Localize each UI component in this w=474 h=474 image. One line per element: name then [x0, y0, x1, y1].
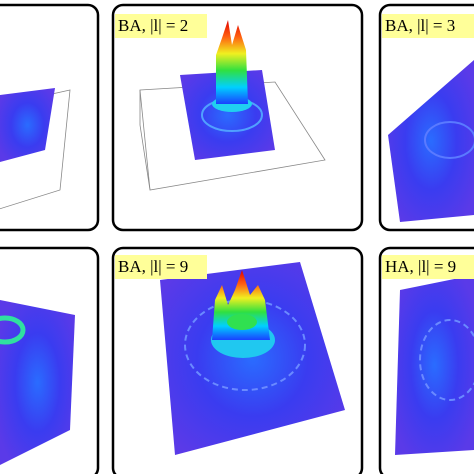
panel-label: HA, |l| = 9: [385, 257, 456, 276]
panel-label: BA, |l| = 2: [118, 16, 188, 35]
panel-label: BA, |l| = 3: [385, 16, 455, 35]
panel: BA, |l| = 3: [378, 3, 474, 232]
panel: BA, |l| = 2: [111, 3, 364, 232]
panel-label: BA, |l| = 9: [118, 257, 188, 276]
panel: [0, 246, 100, 474]
panel: [0, 3, 100, 232]
panel: HA, |l| = 9: [378, 246, 474, 474]
panel: BA, |l| = 9: [111, 246, 364, 474]
